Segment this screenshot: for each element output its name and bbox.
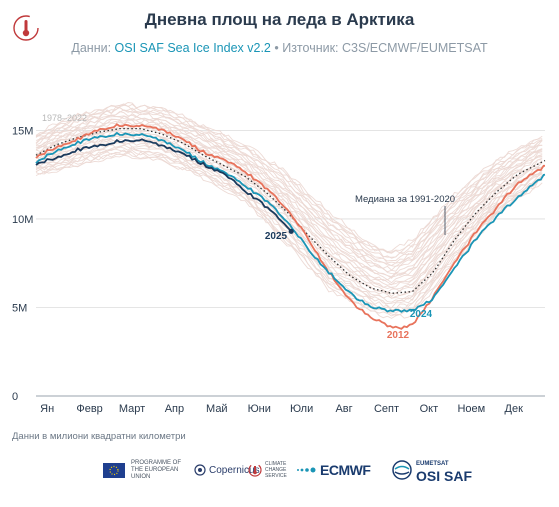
series-line-2024 (35, 131, 546, 313)
history-year-line (35, 149, 543, 314)
x-tick-label: Май (206, 403, 228, 415)
history-year-line (35, 116, 543, 267)
partner-logos: Programme of the European Union Copernic… (0, 455, 559, 489)
x-tick-label: Дек (505, 403, 524, 415)
series-label-2024: 2024 (410, 309, 433, 320)
copernicus-icon (194, 464, 206, 476)
history-year-line (35, 106, 543, 258)
series-label-2025: 2025 (265, 231, 288, 242)
eu-flag-icon (103, 462, 125, 478)
history-year-line (35, 150, 543, 316)
footnote: Данни в милиони квадратни километри (12, 431, 186, 442)
x-tick-label: Авг (335, 403, 352, 415)
ice-extent-chart: 0 5M 10M 15M Ян Февр Март Апр Май Юни Юли Авг Септ Ок… (12, 102, 546, 415)
c3s-icon (248, 463, 262, 477)
eu-logo: Programme of the European Union (103, 455, 189, 485)
history-year-line (35, 115, 543, 271)
x-tick-label: Юли (290, 403, 313, 415)
x-tick-label: Апр (165, 403, 184, 415)
thermometer-logo-icon (13, 15, 39, 41)
x-tick-label: Окт (420, 403, 439, 415)
history-year-line (35, 118, 543, 273)
osisaf-logo: EUMETSAT OSI SAF (392, 455, 472, 485)
history-year-line (35, 135, 543, 294)
y-tick-label: 0 (12, 391, 18, 403)
history-year-line (35, 104, 543, 254)
x-tick-label: Февр (76, 403, 102, 415)
series-line-2025 (35, 138, 292, 232)
chart-title: Дневна площ на леда в Арктика (144, 10, 415, 29)
chart-subtitle: Данни: OSI SAF Sea Ice Index v2.2 • Изто… (0, 41, 559, 55)
history-year-line (35, 141, 543, 303)
subtitle-source: • Източник: C3S/ECMWF/EUMETSAT (270, 41, 488, 55)
history-year-line (35, 102, 543, 253)
x-tick-label: Ян (40, 403, 54, 415)
series-layer (35, 123, 546, 330)
history-year-line (35, 138, 543, 300)
history-year-line (35, 126, 543, 286)
osisaf-logo-text: OSI SAF (416, 468, 473, 484)
grid-layer: 0 5M 10M 15M Ян Февр Март Апр Май Юни Юли Авг Септ Ок… (12, 125, 545, 415)
history-year-line (35, 148, 543, 311)
eu-logo-text: Programme of the European Union (131, 459, 182, 480)
series-2025-end-point (288, 228, 294, 234)
x-tick-label: Юни (248, 403, 271, 415)
subtitle-dataset: OSI SAF Sea Ice Index v2.2 (114, 41, 271, 55)
median-label: Медиана за 1991-2020 (355, 194, 455, 205)
x-tick-label: Септ (374, 403, 399, 415)
ecmwf-logo: ECMWF (296, 455, 371, 485)
history-year-line (35, 144, 543, 309)
c3s-logo: Climate Change Service (248, 455, 301, 485)
c3s-logo-text: Climate Change Service (265, 461, 287, 479)
history-year-line (35, 119, 543, 275)
y-tick-label: 5M (12, 302, 27, 314)
x-tick-label: Март (119, 403, 145, 415)
copernicus-logo-text: Copernicus (209, 464, 260, 476)
y-tick-label: 10M (12, 214, 33, 226)
x-tick-label: Ноем (457, 403, 485, 415)
series-label-2012: 2012 (387, 330, 410, 341)
history-year-line (35, 120, 543, 278)
osisaf-globe-icon (392, 460, 412, 480)
ecmwf-logo-text: ECMWF (320, 462, 371, 478)
series-line-2012 (35, 123, 545, 330)
ecmwf-dots-icon (297, 467, 316, 473)
copernicus-logo: Copernicus (194, 455, 260, 485)
y-tick-label: 15M (12, 125, 33, 137)
osisaf-logo-top: EUMETSAT (416, 461, 449, 467)
history-label: 1978–2022 (42, 113, 87, 123)
subtitle-prefix: Данни: (71, 41, 115, 55)
history-layer (35, 102, 543, 319)
history-year-line (35, 113, 543, 266)
